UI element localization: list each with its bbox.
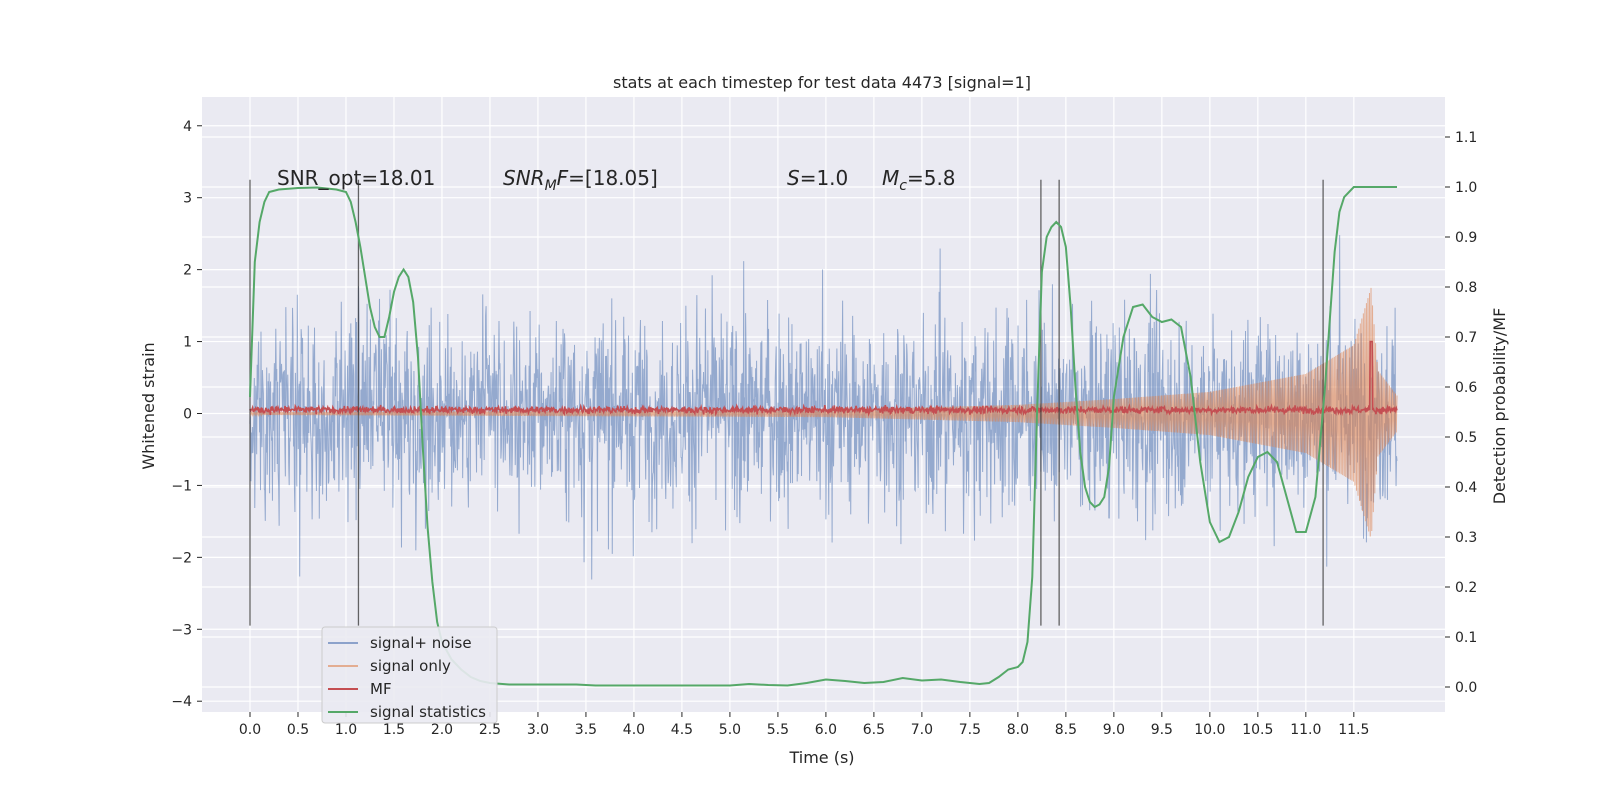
x-tick-label: 11.0	[1290, 722, 1321, 738]
annotation-part: c	[899, 178, 907, 194]
legend-entry: signal+ noise	[370, 634, 472, 652]
x-tick-label: 9.0	[1103, 722, 1125, 738]
annotation-part: S	[787, 166, 800, 190]
x-tick-label: 10.5	[1242, 722, 1273, 738]
x-tick-label: 11.5	[1338, 722, 1369, 738]
x-tick-label: 2.5	[479, 722, 501, 738]
legend-box	[321, 626, 498, 724]
grid	[202, 97, 1445, 712]
annotation-part: SNR_opt=18.01	[277, 166, 435, 190]
x-tick-label: 6.0	[815, 722, 837, 738]
right-y-axis-ticks: 1.1 1.0 0.9 0.8 0.7 0.6 0.5 0.4 0.3 0.2 0.1 0.0	[1445, 130, 1477, 696]
annotation-part: M	[545, 178, 557, 194]
x-tick-label: 1.0	[335, 722, 357, 738]
left-y-tick-label: 0	[183, 406, 192, 422]
x-tick-label: 4.5	[671, 722, 693, 738]
signal-statistics-line	[248, 186, 1398, 687]
x-tick-label: 0.0	[239, 722, 261, 738]
right-y-tick-label: 1.0	[1455, 180, 1477, 196]
left-y-tick-label: −4	[171, 694, 192, 710]
x-tick-label: 2.0	[431, 722, 453, 738]
annotation-part: =5.8	[907, 166, 956, 190]
legend-entry: MF	[370, 680, 392, 698]
right-y-tick-label: 1.1	[1455, 130, 1477, 146]
annotation-part: SNR	[503, 166, 545, 190]
x-tick-label: 5.0	[719, 722, 741, 738]
x-tick-label: 3.5	[575, 722, 597, 738]
x-tick-label: 10.0	[1194, 722, 1225, 738]
right-y-tick-label: 0.5	[1455, 430, 1477, 446]
x-tick-label: 7.5	[959, 722, 981, 738]
x-axis-ticks: 0.0 0.5 1.0 1.5 2.0 2.5 3.0 3.5 4.0 4.5 5.0 5.5 6.0 6…	[239, 712, 1369, 738]
legend-entry: signal statistics	[370, 703, 486, 721]
left-y-axis-label: Whitened strain	[139, 342, 158, 469]
annotation-s-val: S=1.0	[787, 166, 848, 190]
x-tick-label: 5.5	[767, 722, 789, 738]
left-y-tick-label: 2	[183, 263, 192, 279]
annotation-part: M	[882, 166, 899, 190]
x-tick-label: 8.0	[1007, 722, 1029, 738]
x-tick-label: 1.5	[383, 722, 405, 738]
right-y-axis-label: Detection probability/MF	[1490, 308, 1509, 505]
right-y-tick-label: 0.4	[1455, 480, 1477, 496]
right-y-tick-label: 0.1	[1455, 630, 1477, 646]
x-tick-label: 0.5	[287, 722, 309, 738]
mf-series	[249, 340, 1398, 417]
x-tick-label: 7.0	[911, 722, 933, 738]
legend: signal+ noise signal only MF signal statist…	[321, 626, 498, 724]
left-y-tick-label: 4	[183, 119, 192, 135]
x-axis-label: Time (s)	[788, 748, 854, 767]
left-y-tick-label: −3	[171, 622, 192, 638]
legend-entry: signal only	[370, 657, 451, 675]
right-y-tick-label: 0.3	[1455, 530, 1477, 546]
left-y-axis-ticks: 4 3 2 1 0 −1 −2 −3 −4	[171, 119, 202, 710]
annotation-snr-mf: SNRMF=[18.05]	[503, 166, 658, 194]
left-y-tick-label: −2	[171, 550, 192, 566]
x-tick-label: 3.0	[527, 722, 549, 738]
x-tick-label: 8.5	[1055, 722, 1077, 738]
mf-line	[249, 340, 1398, 417]
right-y-tick-label: 0.7	[1455, 330, 1477, 346]
signal-plus-noise-series	[249, 235, 1398, 580]
annotation-snr-opt: SNR_opt=18.01	[277, 166, 435, 190]
right-y-tick-label: 0.6	[1455, 380, 1477, 396]
right-y-tick-label: 0.0	[1455, 680, 1477, 696]
right-y-tick-label: 0.8	[1455, 280, 1477, 296]
annotations: SNR_opt=18.01 SNRMF=[18.05] S=1.0 Mc=5.8	[277, 166, 956, 194]
right-y-tick-label: 0.9	[1455, 230, 1477, 246]
annotation-part: =1.0	[800, 166, 849, 190]
x-tick-label: 6.5	[863, 722, 885, 738]
signal-plus-noise-line	[249, 235, 1398, 580]
annotation-part: F	[557, 166, 569, 190]
left-y-tick-label: 3	[183, 191, 192, 207]
x-tick-label: 9.5	[1151, 722, 1173, 738]
right-y-tick-label: 0.2	[1455, 580, 1477, 596]
x-tick-label: 4.0	[623, 722, 645, 738]
left-y-tick-label: −1	[171, 478, 192, 494]
annotation-part: =[18.05]	[568, 166, 658, 190]
chart-title: stats at each timestep for test data 447…	[613, 73, 1031, 92]
left-y-tick-label: 1	[183, 335, 192, 351]
signal-statistics-series	[248, 186, 1398, 687]
annotation-mc-val: Mc=5.8	[882, 166, 956, 194]
